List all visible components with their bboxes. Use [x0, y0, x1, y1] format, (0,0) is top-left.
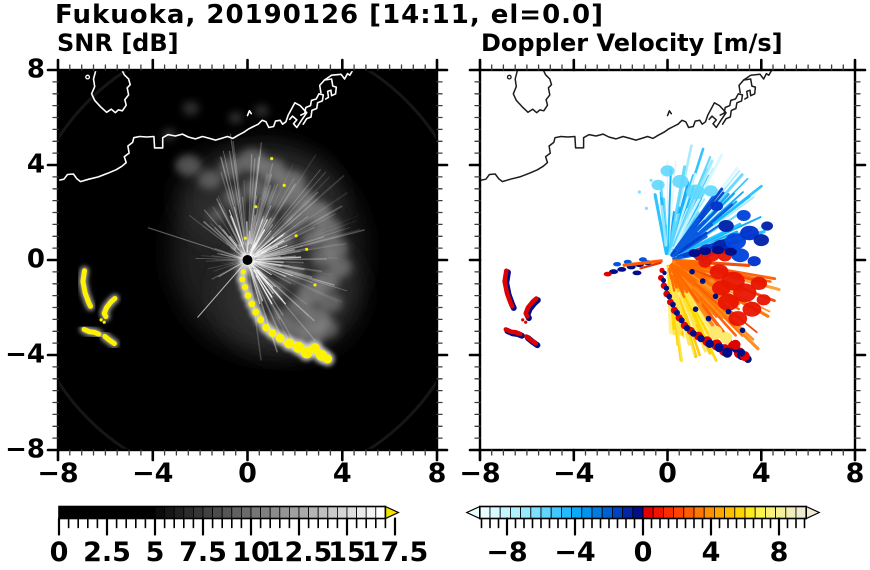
velocity-colorbar-tick-label: 0: [633, 537, 653, 568]
velocity-x-tick-label: 8: [845, 458, 865, 489]
snr-colorbar-tick-label: 10: [232, 537, 270, 568]
snr-y-tick-label: −4: [5, 339, 45, 370]
velocity-colorbar-tick-label: 8: [769, 537, 789, 568]
snr-panel: [46, 58, 449, 462]
snr-x-tick-label: 8: [427, 458, 447, 489]
velocity-colorbar-tick-label: −4: [554, 537, 596, 568]
snr-colorbar: [57, 505, 400, 536]
snr-y-tick-label: −8: [5, 434, 45, 465]
snr-colorbar-tick-label: 17.5: [361, 537, 429, 568]
velocity-colorbar-tick-label: 4: [701, 537, 721, 568]
snr-y-tick-label: 4: [26, 149, 45, 180]
velocity-x-tick-label: −4: [553, 458, 595, 489]
snr-colorbar-tick-label: 2.5: [83, 537, 131, 568]
panel-label-snr: SNR [dB]: [57, 29, 179, 57]
snr-x-tick-label: −4: [132, 458, 174, 489]
snr-x-tick-label: 0: [238, 458, 257, 489]
snr-x-tick-label: 4: [332, 458, 352, 489]
velocity-x-tick-label: −8: [459, 458, 501, 489]
velocity-colorbar: [465, 505, 821, 536]
snr-y-tick-label: 0: [26, 244, 45, 275]
snr-x-tick-label: −8: [37, 458, 79, 489]
velocity-colorbar-tick-label: −8: [486, 537, 528, 568]
velocity-panel: [468, 58, 867, 462]
snr-colorbar-tick-label: 5: [145, 537, 165, 568]
snr-colorbar-tick-label: 7.5: [179, 537, 227, 568]
snr-colorbar-tick-label: 12.5: [265, 537, 333, 568]
velocity-x-tick-label: 4: [751, 458, 771, 489]
snr-colorbar-tick-label: 15: [328, 537, 366, 568]
figure-title: Fukuoka, 20190126 [14:11, el=0.0]: [55, 0, 605, 30]
velocity-x-tick-label: 0: [658, 458, 677, 489]
snr-colorbar-tick-label: 0: [49, 537, 69, 568]
snr-y-tick-label: 8: [26, 54, 45, 85]
panel-label-velocity: Doppler Velocity [m/s]: [481, 29, 783, 57]
